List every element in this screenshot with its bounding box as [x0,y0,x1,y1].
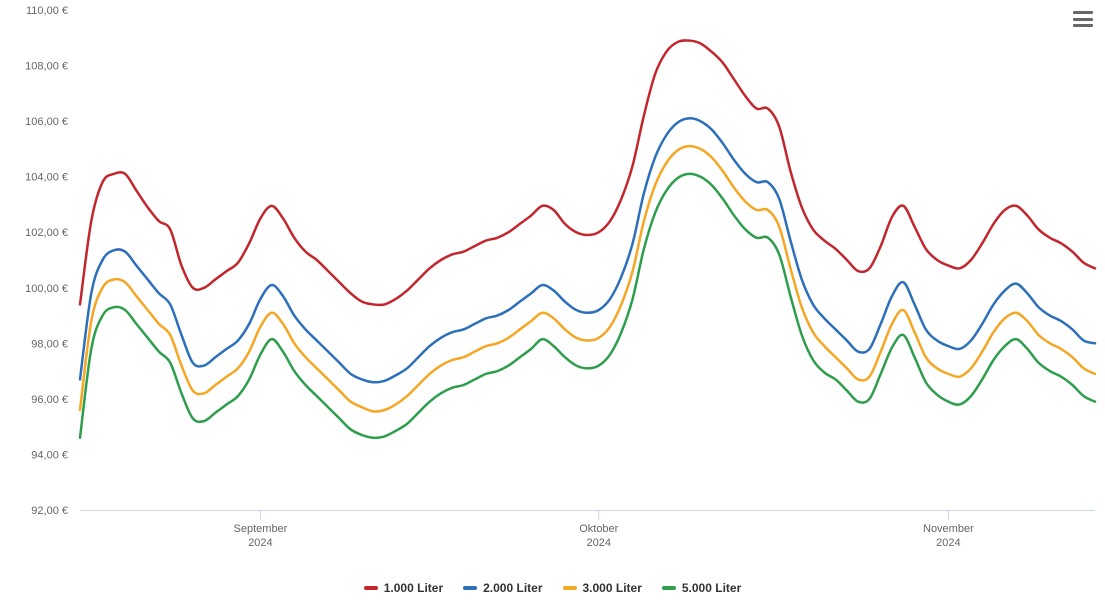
legend-swatch [364,586,378,590]
legend-swatch [662,586,676,590]
legend-item[interactable]: 5.000 Liter [662,581,741,595]
chart-canvas: 92,00 € 94,00 € 96,00 € 98,00 € 100,00 € 102,… [0,0,1105,603]
series-line[interactable] [80,40,1095,305]
x-tick-label: November [923,523,974,535]
y-tick-label: 104,00 € [25,172,68,184]
legend-label: 2.000 Liter [483,581,542,595]
legend-label: 3.000 Liter [583,581,642,595]
legend-swatch [563,586,577,590]
legend-label: 5.000 Liter [682,581,741,595]
legend-swatch [463,586,477,590]
y-tick-label: 106,00 € [25,116,68,128]
y-tick-label: 98,00 € [31,338,68,350]
y-tick-label: 108,00 € [25,61,68,73]
chart-menu-button[interactable] [1071,8,1095,30]
legend-label: 1.000 Liter [384,581,443,595]
y-tick-label: 96,00 € [31,394,68,406]
price-line-chart: 92,00 € 94,00 € 96,00 € 98,00 € 100,00 € 102,… [0,0,1105,603]
legend-item[interactable]: 1.000 Liter [364,581,443,595]
y-tick-label: 100,00 € [25,283,68,295]
chart-legend: 1.000 Liter 2.000 Liter 3.000 Liter 5.000 L… [0,579,1105,595]
y-tick-label: 92,00 € [31,505,68,517]
x-tick-label-year: 2024 [587,537,611,549]
legend-item[interactable]: 2.000 Liter [463,581,542,595]
x-tick-label: Oktober [579,523,618,535]
series-line[interactable] [80,174,1095,438]
series-line[interactable] [80,146,1095,411]
legend-item[interactable]: 3.000 Liter [563,581,642,595]
y-tick-label: 94,00 € [31,449,68,461]
y-tick-label: 110,00 € [26,5,68,17]
x-tick-label: September [234,523,288,535]
x-tick-label-year: 2024 [936,537,960,549]
x-tick-label-year: 2024 [248,537,272,549]
y-tick-label: 102,00 € [25,227,68,239]
series-line[interactable] [80,118,1095,382]
